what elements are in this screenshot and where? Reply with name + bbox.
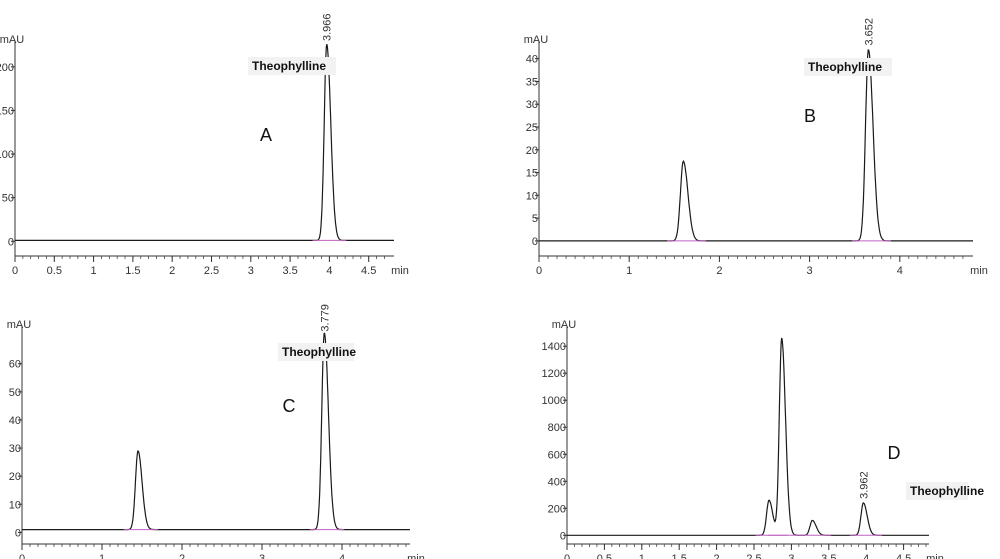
y-tick-label: 60	[9, 359, 21, 371]
x-tick-label: 1.5	[672, 553, 687, 559]
x-tick-label: 4.5	[896, 553, 911, 559]
analyte-label-box	[278, 343, 354, 361]
peak-retention-time-label: 3.652	[863, 18, 875, 46]
x-tick-label: 4	[339, 553, 345, 559]
chromatogram-panel-d: 0 0.5 1 1.5 2 2.5 3 3.5 4 4.5 min 0 200 400 600 800 1000…	[542, 319, 985, 559]
y-tick-label: 20	[526, 145, 538, 157]
peak-retention-time-label: 3.962	[858, 471, 870, 499]
x-tick-label: 2	[179, 553, 185, 559]
y-tick-label: 40	[9, 415, 21, 427]
x-tick-label: 1	[626, 265, 632, 277]
analyte-label-box	[804, 58, 892, 76]
x-tick-label: 0	[536, 265, 542, 277]
panel-letter: C	[283, 396, 296, 416]
peak-retention-time-label: 3.966	[322, 13, 334, 41]
chromatogram-panel-b: 0 1 2 3 4 min 0 5 10 15 20 25 30 35 40 mAU 3.652 Theophyl…	[524, 18, 988, 277]
chromatogram-panel-a: 0 0.5 1 1.5 2 2.5 3 3.5 4 4.5 min 0 50 100 150 200 mAU 3.…	[0, 13, 409, 277]
y-tick-label: 100	[0, 149, 14, 161]
x-tick-label: 4	[326, 265, 332, 277]
y-tick-label: 50	[9, 387, 21, 399]
analyte-label-box	[906, 482, 968, 500]
x-tick-label: 2	[169, 265, 175, 277]
y-tick-label: 20	[9, 471, 21, 483]
x-tick-label: 0	[564, 553, 570, 559]
panel-letter: D	[888, 443, 901, 463]
x-tick-label: 0.5	[597, 553, 612, 559]
panel-letter: A	[260, 125, 272, 145]
x-axis-unit-label: min	[970, 265, 988, 277]
y-tick-label: 50	[2, 193, 14, 205]
x-tick-label: 2.5	[204, 265, 219, 277]
analyte-label: Theophylline	[910, 484, 984, 498]
x-tick-label: 0	[12, 265, 18, 277]
chromatogram-trace	[567, 337, 929, 536]
y-axis-unit-label: mAU	[7, 319, 32, 331]
y-tick-label: 0	[560, 530, 566, 542]
chromatogram-trace	[15, 44, 394, 241]
y-tick-label: 10	[9, 499, 21, 511]
y-tick-label: 40	[526, 54, 538, 66]
x-tick-label: 4	[863, 553, 869, 559]
chromatogram-trace	[22, 332, 410, 531]
y-tick-label: 35	[526, 76, 538, 88]
y-tick-label: 0	[8, 236, 14, 248]
analyte-label: Theophylline	[252, 59, 326, 73]
x-tick-label: 2	[714, 553, 720, 559]
x-tick-label: 3	[248, 265, 254, 277]
y-tick-label: 600	[548, 449, 566, 461]
x-tick-label: 3.5	[821, 553, 836, 559]
y-tick-label: 1000	[542, 395, 566, 407]
y-axis-unit-label: mAU	[0, 34, 24, 46]
x-tick-label: 0.5	[47, 265, 62, 277]
x-axis-unit-label: min	[391, 265, 409, 277]
y-tick-label: 0	[532, 236, 538, 248]
y-tick-label: 800	[548, 422, 566, 434]
x-tick-label: 1	[639, 553, 645, 559]
x-tick-label: 3.5	[282, 265, 297, 277]
y-tick-label: 150	[0, 105, 14, 117]
y-axis-unit-label: mAU	[552, 319, 577, 331]
x-tick-label: 0	[19, 553, 25, 559]
peak-retention-time-label: 3.779	[319, 304, 331, 332]
analyte-label: Theophylline	[282, 345, 356, 359]
x-tick-label: 1	[99, 553, 105, 559]
x-tick-label: 2	[716, 265, 722, 277]
y-tick-label: 10	[526, 190, 538, 202]
x-tick-label: 4	[897, 265, 903, 277]
x-tick-label: 3	[807, 265, 813, 277]
y-tick-label: 1400	[542, 341, 566, 353]
x-tick-label: 3	[259, 553, 265, 559]
y-tick-label: 200	[548, 503, 566, 515]
y-tick-label: 0	[15, 527, 21, 539]
y-tick-label: 30	[9, 443, 21, 455]
x-axis-unit-label: min	[926, 553, 944, 559]
x-axis-unit-label: min	[407, 553, 425, 559]
y-tick-label: 1200	[542, 368, 566, 380]
y-tick-label: 25	[526, 122, 538, 134]
y-tick-label: 15	[526, 168, 538, 180]
y-tick-label: 5	[532, 213, 538, 225]
x-tick-label: 4.5	[361, 265, 376, 277]
x-tick-label: 3	[788, 553, 794, 559]
x-tick-label: 2.5	[746, 553, 761, 559]
y-tick-label: 200	[0, 62, 14, 74]
y-axis-unit-label: mAU	[524, 34, 549, 46]
chromatogram-trace	[539, 48, 973, 242]
x-tick-label: 1	[91, 265, 97, 277]
y-tick-label: 30	[526, 99, 538, 111]
analyte-label-box	[248, 57, 336, 75]
x-tick-label: 1.5	[125, 265, 140, 277]
chromatogram-panel-c: 0 1 2 3 4 min 0 10 20 30 40 50 60 mAU 3.779 Theophyllin…	[7, 304, 425, 559]
analyte-label: Theophylline	[808, 60, 882, 74]
panel-letter: B	[804, 106, 816, 126]
y-tick-label: 400	[548, 476, 566, 488]
